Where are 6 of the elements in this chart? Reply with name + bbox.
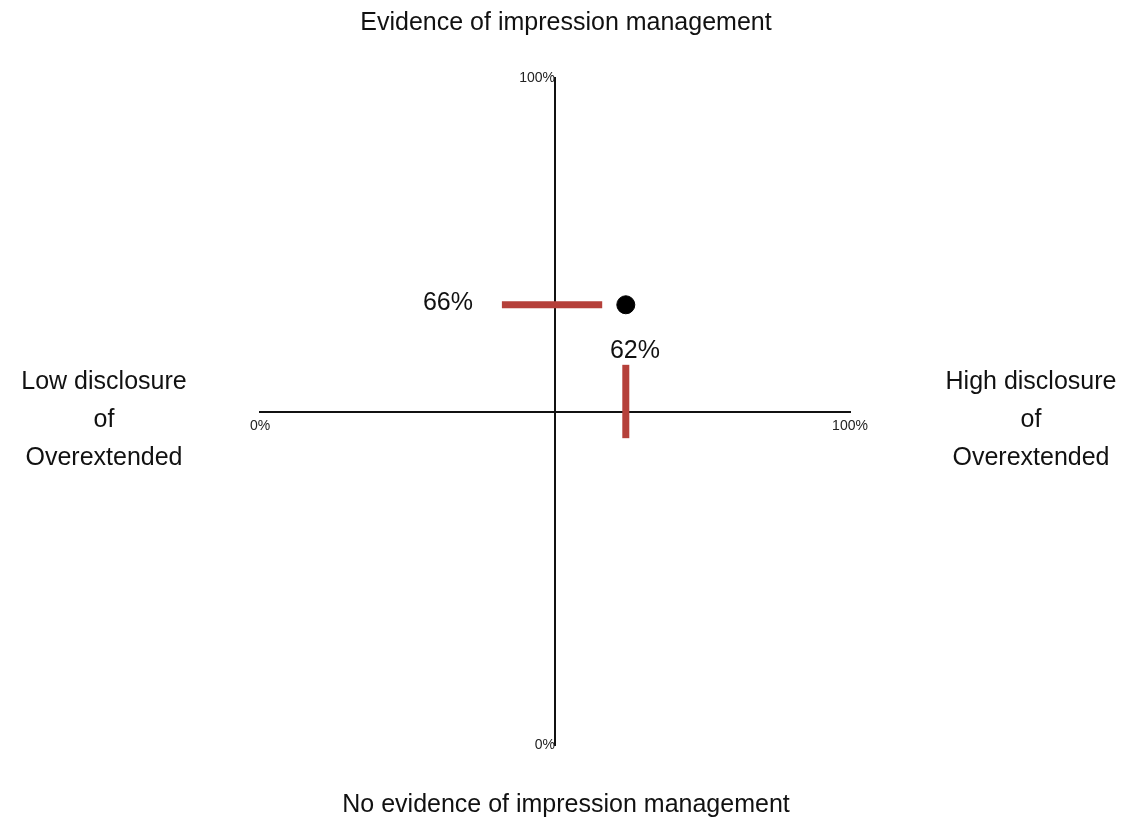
text: Low disclosure of Overextended — [20, 365, 188, 472]
annotation: 62% — [608, 334, 661, 365]
annotation: 66% — [421, 286, 474, 317]
text: No evidence of impression management — [341, 788, 791, 819]
text: Evidence of impression management — [359, 6, 773, 37]
text: High disclosure of Overextended — [944, 365, 1118, 472]
